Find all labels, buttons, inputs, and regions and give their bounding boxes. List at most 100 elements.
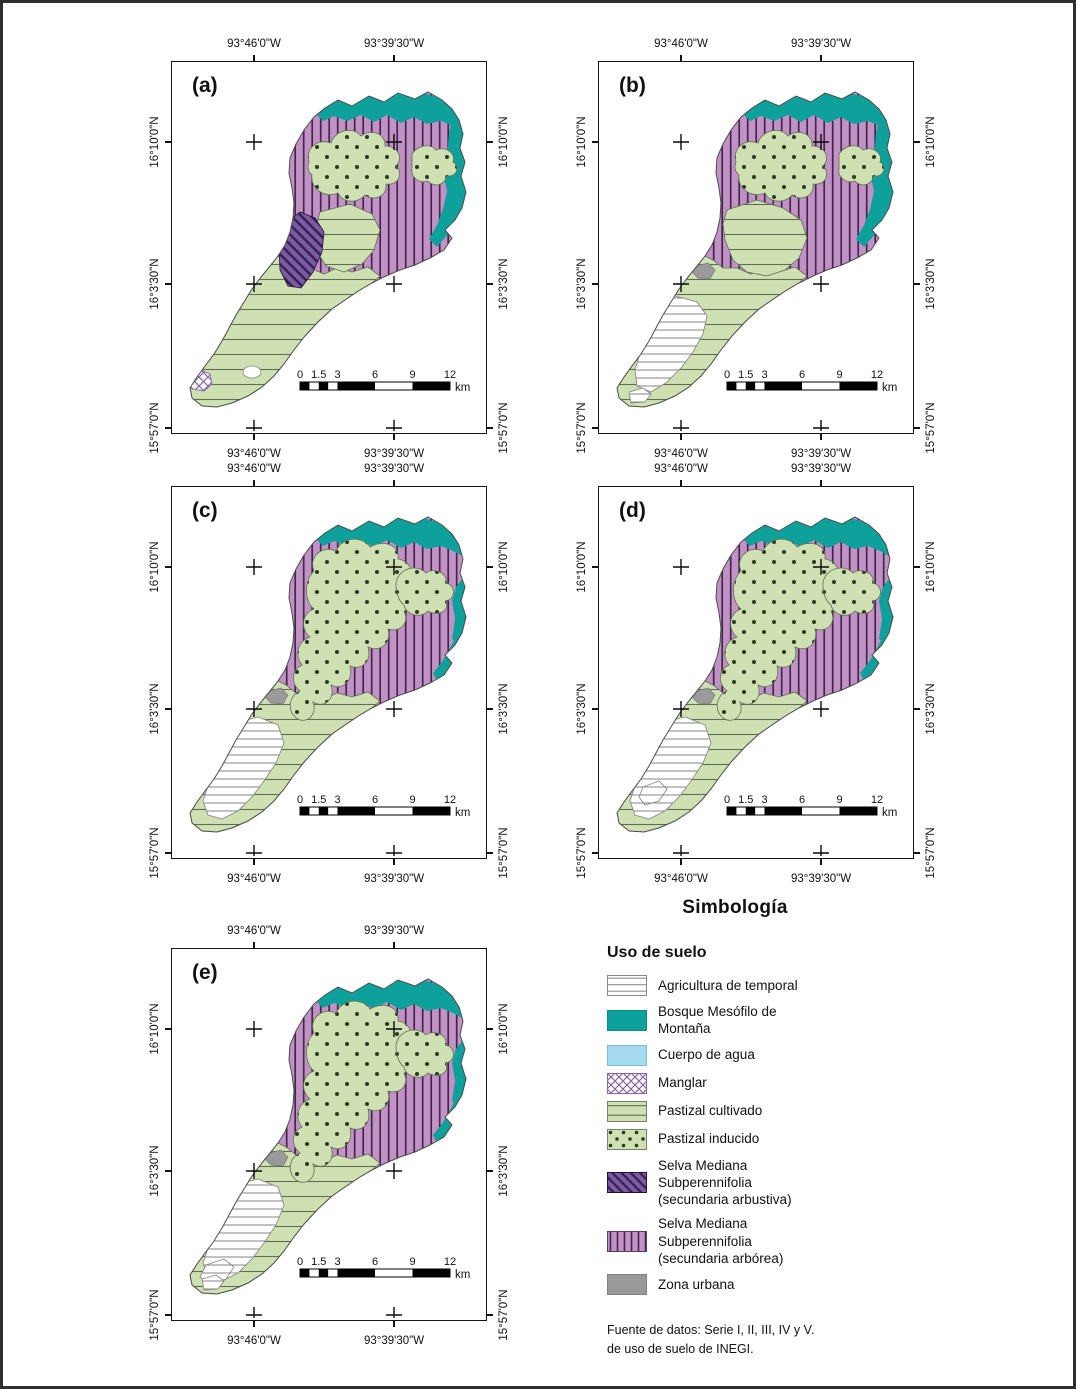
legend-title: Simbología [682, 897, 788, 918]
axis-tick [165, 427, 172, 429]
axis-tick [820, 480, 822, 487]
legend-swatch [607, 1274, 647, 1296]
scale-tick-label: 9 [409, 369, 415, 381]
axis-tick [393, 433, 395, 440]
landuse-pastizal-inducido [838, 145, 885, 186]
graticule-cross [386, 420, 402, 431]
axis-tick [680, 55, 682, 62]
graticule-cross [246, 1307, 262, 1318]
panel-letter: (c) [192, 499, 218, 522]
axis-tick [820, 858, 822, 865]
scale-bar: 0 1.5 3 6 9 12 km [297, 794, 470, 819]
landuse-pastizal-inducido [716, 538, 842, 721]
scale-tick-label: 0 [297, 1256, 303, 1268]
scale-tick-label: 6 [372, 369, 378, 381]
lon-label: 93°39'30"W [363, 463, 425, 475]
graticule-cross [386, 559, 402, 575]
axis-tick [486, 566, 493, 568]
graticule-cross [813, 420, 829, 431]
watershed-outline [616, 516, 894, 833]
axis-tick [592, 708, 599, 710]
legend-label: Manglar [658, 1075, 707, 1091]
legend-subtitle: Uso de suelo [607, 944, 707, 961]
lat-label: 16°10'0"N [149, 541, 161, 593]
axis-tick [165, 566, 172, 568]
lon-label: 93°39'30"W [790, 873, 852, 885]
landuse-pastizal-inducido [395, 1029, 454, 1078]
panel-letter: (b) [619, 74, 646, 97]
graticule-cross [246, 845, 262, 856]
graticule-cross [246, 420, 262, 431]
lon-label: 93°39'30"W [790, 463, 852, 475]
scale-bar: 0 1.5 3 6 9 12 km [297, 1256, 470, 1281]
landuse-pastizal-inducido [307, 129, 400, 202]
watershed-outline [189, 91, 467, 408]
axis-tick [913, 852, 920, 854]
legend-item-agua: Cuerpo de agua [565, 1044, 905, 1066]
landuse-agricultura [201, 1274, 225, 1291]
landuse-agricultura [638, 780, 668, 806]
scale-tick-label: 0 [724, 794, 730, 806]
landuse-agricultura [628, 387, 652, 404]
landuse-pastizal-inducido [734, 129, 827, 202]
axis-tick [393, 480, 395, 487]
axis-tick [913, 708, 920, 710]
lat-label: 16°10'0"N [149, 1003, 161, 1055]
legend-swatch [607, 1009, 647, 1031]
scale-tick-label: 6 [372, 794, 378, 806]
landuse-bosque-mesofilo [429, 112, 466, 247]
lat-label: 16°3'30"N [149, 1145, 161, 1197]
axis-tick [592, 141, 599, 143]
lat-label: 16°3'30"N [149, 683, 161, 735]
lon-label: 93°39'30"W [790, 38, 852, 50]
landuse-pastizal-cultivado [722, 199, 808, 277]
scale-bar: 0 1.5 3 6 9 12 km [724, 794, 897, 819]
scale-tick-label: 6 [799, 369, 805, 381]
legend-swatch [607, 1171, 647, 1193]
scale-unit-label: km [455, 382, 470, 394]
axis-tick [253, 942, 255, 949]
scale-bar: 0 1.5 3 6 9 12 km [724, 369, 897, 394]
legend-item-pastizal-cultivado: Pastizal cultivado [565, 1100, 905, 1122]
legend-item-pastizal-inducido: Pastizal inducido [565, 1128, 905, 1150]
scale-tick-label: 6 [372, 1256, 378, 1268]
scale-tick-label: 12 [444, 369, 456, 381]
axis-tick [253, 55, 255, 62]
graticule-cross [673, 420, 689, 431]
axis-tick [393, 1320, 395, 1327]
lon-label: 93°39'30"W [363, 448, 425, 460]
axis-tick [913, 566, 920, 568]
scale-tick-label: 3 [334, 794, 340, 806]
scale-tick-label: 6 [799, 794, 805, 806]
legend-label: Selva Mediana Subperennifolia (secundari… [658, 1157, 792, 1208]
graticule-cross [386, 845, 402, 856]
legend-label: Agricultura de temporal [658, 977, 798, 993]
graticule-cross [813, 276, 829, 292]
watershed-outline [189, 516, 467, 833]
legend-label: Cuerpo de agua [658, 1047, 755, 1063]
landuse-pastizal-inducido [289, 1000, 415, 1183]
scale-tick-label: 1.5 [311, 794, 326, 806]
axis-tick [393, 858, 395, 865]
landuse-pastizal-inducido [395, 567, 454, 616]
lat-label: 15°57'0"N [498, 402, 510, 454]
scale-tick-label: 1.5 [311, 1256, 326, 1268]
legend-swatch [607, 1128, 647, 1150]
legend-label: Bosque Mesófilo de Montaña [658, 1004, 777, 1037]
axis-tick [486, 427, 493, 429]
axis-tick [486, 1170, 493, 1172]
scale-tick-label: 3 [334, 369, 340, 381]
scale-tick-label: 0 [297, 369, 303, 381]
lon-label: 93°46'0"W [654, 463, 708, 475]
scale-tick-label: 3 [761, 369, 767, 381]
landuse-agricultura [202, 716, 285, 820]
legend-item-manglar: Manglar [565, 1072, 905, 1094]
landuse-pastizal-inducido [411, 145, 458, 186]
landuse-bosque-mesofilo [856, 112, 893, 247]
graticule-cross [246, 276, 262, 292]
legend-item-bosque: Bosque Mesófilo de Montaña [565, 1003, 905, 1038]
axis-tick [486, 708, 493, 710]
scale-bar: 0 1.5 3 6 9 12 km [297, 369, 470, 394]
axis-tick [913, 141, 920, 143]
